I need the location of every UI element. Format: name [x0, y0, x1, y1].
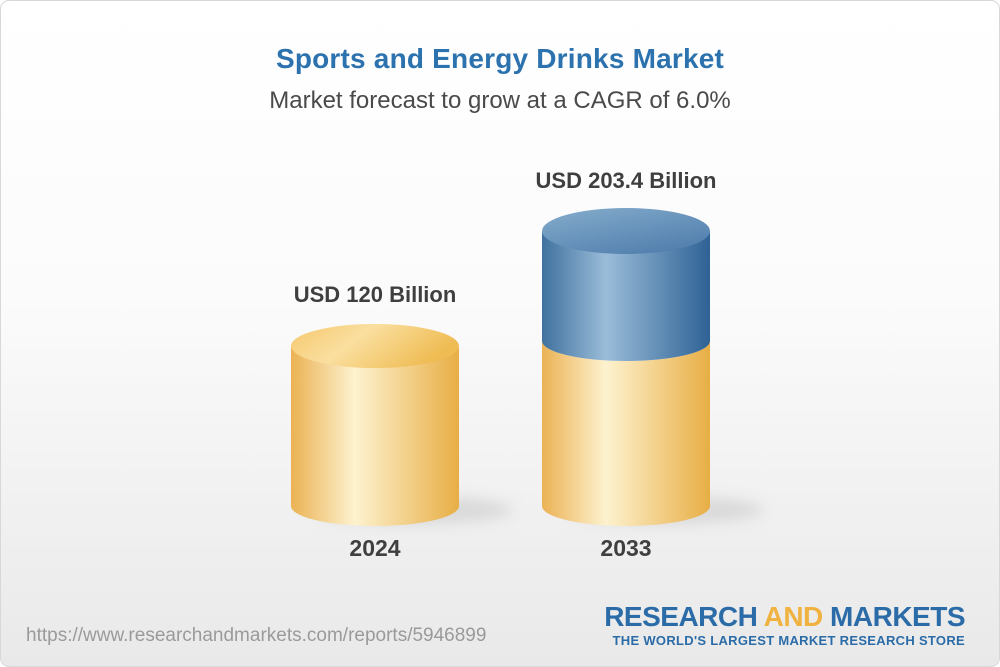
category-label-2033: 2033: [600, 535, 652, 561]
logo-wordmark: RESEARCH AND MARKETS: [604, 602, 965, 631]
page-subtitle: Market forecast to grow at a CAGR of 6.0…: [269, 87, 731, 114]
bar-2024: [291, 324, 459, 526]
logo-word-and: AND: [763, 601, 824, 632]
bar-2033-base-segment: [542, 341, 710, 526]
logo-word-markets: MARKETS: [830, 601, 965, 632]
value-label-2024: USD 120 Billion: [293, 282, 457, 307]
bar-2033: [542, 208, 710, 526]
value-label-2033: USD 203.4 Billion: [535, 168, 717, 193]
category-label-2024: 2024: [349, 535, 401, 561]
bar-2024-top: [291, 324, 459, 368]
logo-tagline: THE WORLD'S LARGEST MARKET RESEARCH STOR…: [612, 633, 965, 649]
research-and-markets-logo[interactable]: RESEARCH AND MARKETS THE WORLD'S LARGEST…: [604, 602, 965, 649]
bar-2024-body: [291, 346, 459, 526]
report-url-link[interactable]: https://www.researchandmarkets.com/repor…: [26, 625, 487, 646]
logo-word-research: RESEARCH: [604, 601, 758, 632]
bar-2033-growth-segment: [542, 231, 710, 361]
page-title: Sports and Energy Drinks Market: [275, 43, 725, 74]
bar-2033-top: [542, 208, 710, 254]
